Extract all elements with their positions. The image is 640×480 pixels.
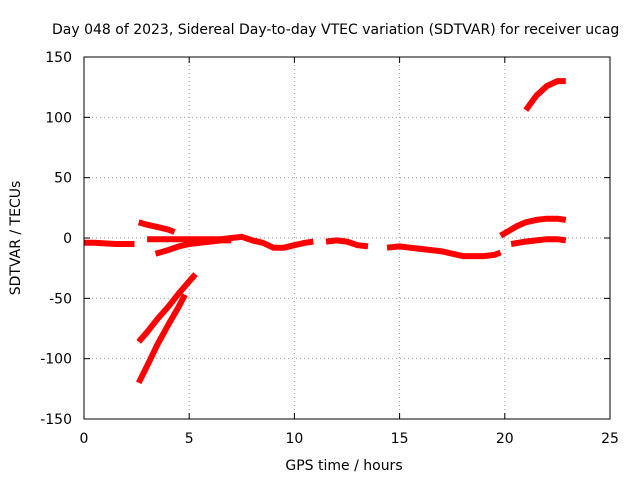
data-series-line-1 xyxy=(84,239,135,247)
y-tick-labels: -150 -100 -50 0 50 100 150 xyxy=(40,50,72,428)
y-tick-label: 100 xyxy=(45,110,72,126)
x-tick-label: 25 xyxy=(601,431,619,447)
data-series-line-4 xyxy=(154,237,232,257)
data-series-group xyxy=(84,78,567,385)
data-series-line-7 xyxy=(325,237,369,250)
data-series-line-2 xyxy=(137,219,176,235)
x-tick-labels: 0 5 10 15 20 25 xyxy=(80,431,619,447)
y-tick-label: 150 xyxy=(45,50,72,66)
data-series-line-8 xyxy=(386,243,502,260)
y-tick-label: -150 xyxy=(40,412,72,428)
x-tick-label: 20 xyxy=(496,431,514,447)
data-series-line-5 xyxy=(136,272,198,344)
x-tick-label: 10 xyxy=(285,431,303,447)
y-tick-label: 0 xyxy=(63,231,72,247)
x-tick-label: 5 xyxy=(185,431,194,447)
data-series-line-10 xyxy=(510,236,567,247)
data-series-line-9 xyxy=(499,215,567,239)
data-series-line-11 xyxy=(523,78,566,112)
plot-frame xyxy=(83,56,611,420)
x-tick-label: 0 xyxy=(80,431,89,447)
x-tick-label: 15 xyxy=(391,431,409,447)
y-tick-label: -50 xyxy=(49,291,72,307)
chart-title: Day 048 of 2023, Sidereal Day-to-day VTE… xyxy=(52,22,619,38)
y-axis-label: SDTVAR / TECUs xyxy=(8,181,24,296)
data-series-line-6 xyxy=(136,293,188,385)
y-tick-label: -100 xyxy=(40,352,72,368)
y-tick-label: 50 xyxy=(54,171,72,187)
x-axis-label: GPS time / hours xyxy=(285,458,402,474)
